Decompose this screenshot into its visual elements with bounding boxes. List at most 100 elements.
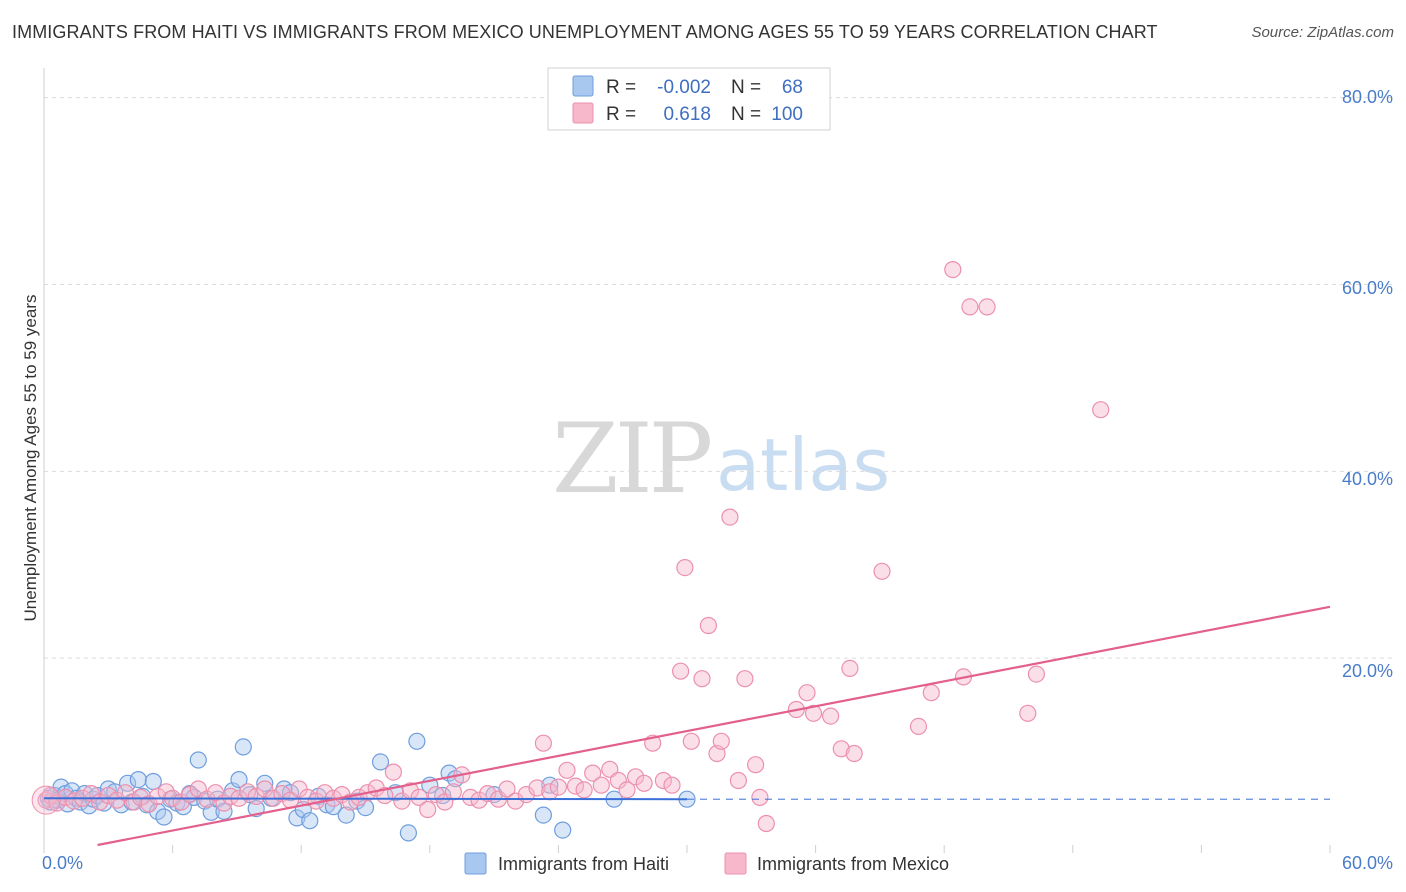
- haiti-point-57: [408, 732, 426, 750]
- mexico-point-89: [798, 684, 816, 702]
- legend-r-value-mexico: 0.618: [663, 104, 711, 125]
- mexico-point-70: [626, 768, 645, 786]
- mexico-trend-line: [97, 605, 1331, 847]
- legend-n-label-haiti: N =: [731, 77, 761, 98]
- mexico-point-14: [149, 787, 167, 806]
- mexico-cluster-origin: [31, 785, 61, 815]
- haiti-point-38: [234, 738, 252, 756]
- mexico-points: [31, 261, 1110, 833]
- mexico-point-84: [736, 670, 754, 688]
- mexico-point-76: [676, 558, 694, 577]
- haiti-point-20: [129, 770, 147, 789]
- mexico-point-83: [729, 771, 748, 790]
- mexico-point-55: [498, 780, 516, 798]
- haiti-point-47: [301, 812, 319, 830]
- haiti-point-54: [371, 753, 390, 771]
- mexico-point-25: [239, 783, 257, 801]
- mexico-point-61: [549, 778, 568, 796]
- mexico-point-74: [663, 776, 681, 794]
- legend-n-value-mexico: 100: [771, 104, 803, 125]
- legend-n-value-haiti: 68: [782, 77, 803, 98]
- mexico-point-100: [961, 298, 979, 316]
- mexico-point-68: [609, 771, 628, 790]
- y-tick-label-60: 60.0%: [1342, 278, 1393, 298]
- mexico-point-59: [534, 734, 553, 752]
- mexico-point-77: [682, 732, 700, 750]
- mexico-point-97: [922, 684, 940, 702]
- haiti-point-25: [155, 808, 173, 826]
- haiti-point-56: [399, 824, 417, 842]
- haiti-point-65: [554, 821, 572, 839]
- mexico-point-49: [444, 783, 462, 801]
- mexico-point-87: [757, 814, 775, 833]
- mexico-point-53: [479, 784, 497, 803]
- mexico-point-64: [575, 781, 593, 799]
- haiti-point-23: [144, 772, 162, 791]
- mexico-point-73: [654, 771, 673, 790]
- haiti-point-63: [534, 806, 553, 824]
- mexico-point-101: [978, 298, 996, 316]
- haiti-point-37: [230, 770, 248, 789]
- bottom-legend-swatch-mexico: [724, 852, 747, 875]
- mexico-point-75: [671, 662, 690, 680]
- mexico-point-103: [1027, 665, 1046, 683]
- mexico-point-29: [273, 784, 291, 803]
- mexico-point-52: [470, 791, 488, 809]
- mexico-point-42: [384, 763, 402, 781]
- mexico-point-79: [699, 616, 718, 635]
- legend-box: R = -0.002 N = 68 R = 0.618 N = 100: [547, 67, 831, 131]
- mexico-point-65: [584, 764, 602, 782]
- mexico-point-15: [157, 783, 175, 801]
- mexico-point-96: [909, 717, 928, 736]
- y-tick-label-40: 40.0%: [1342, 469, 1393, 489]
- watermark-atlas: atlas: [716, 423, 890, 507]
- mexico-point-8: [99, 786, 117, 805]
- watermark-zip: ZIP: [552, 403, 711, 515]
- mexico-point-92: [832, 740, 850, 758]
- bottom-legend-label-haiti: Immigrants from Haiti: [498, 854, 669, 874]
- mexico-point-93: [841, 659, 859, 678]
- mexico-point-71: [635, 774, 653, 792]
- legend-swatch-haiti: [572, 75, 594, 97]
- haiti-trend-line: [43, 797, 688, 801]
- mexico-point-46: [419, 800, 437, 819]
- mexico-point-98: [944, 261, 962, 279]
- mexico-point-63: [566, 777, 585, 795]
- mexico-point-66: [592, 776, 610, 794]
- mexico-point-85: [746, 756, 765, 774]
- mexico-point-62: [558, 761, 576, 779]
- x-tick-label-min: 0.0%: [42, 853, 83, 873]
- mexico-point-95: [873, 562, 891, 580]
- mexico-point-78: [693, 670, 711, 688]
- mexico-point-45: [410, 788, 428, 807]
- mexico-point-12: [131, 788, 149, 807]
- mexico-point-81: [712, 732, 730, 750]
- mexico-point-86: [751, 788, 769, 807]
- y-tick-label-80: 80.0%: [1342, 87, 1393, 107]
- bottom-legend-label-mexico: Immigrants from Mexico: [757, 854, 949, 874]
- mexico-point-104: [1092, 401, 1110, 419]
- y-tick-label-20: 20.0%: [1342, 661, 1393, 681]
- mexico-point-69: [618, 781, 636, 799]
- mexico-point-94: [845, 744, 863, 763]
- haiti-point-51: [337, 806, 355, 824]
- bottom-legend-swatch-haiti: [464, 852, 487, 875]
- haiti-point-31: [189, 751, 207, 769]
- legend-swatch-mexico: [572, 102, 594, 124]
- trend-layer: [43, 605, 1331, 847]
- chart-title: IMMIGRANTS FROM HAITI VS IMMIGRANTS FROM…: [12, 22, 1158, 42]
- legend-r-label-mexico: R =: [606, 104, 636, 125]
- mexico-point-82: [721, 508, 739, 526]
- legend-r-value-haiti: -0.002: [657, 77, 711, 98]
- mexico-point-91: [821, 707, 840, 725]
- x-tick-label-max: 60.0%: [1342, 853, 1393, 873]
- mexico-point-102: [1019, 704, 1037, 722]
- y-axis-label: Unemployment Among Ages 55 to 59 years: [21, 295, 40, 622]
- mexico-point-58: [528, 779, 546, 797]
- mexico-point-56: [506, 792, 525, 810]
- haiti-point-41: [256, 774, 274, 792]
- bottom-legend: Immigrants from Haiti Immigrants from Me…: [464, 852, 949, 875]
- legend-r-label-haiti: R =: [606, 77, 636, 98]
- grid-layer: [43, 68, 1392, 853]
